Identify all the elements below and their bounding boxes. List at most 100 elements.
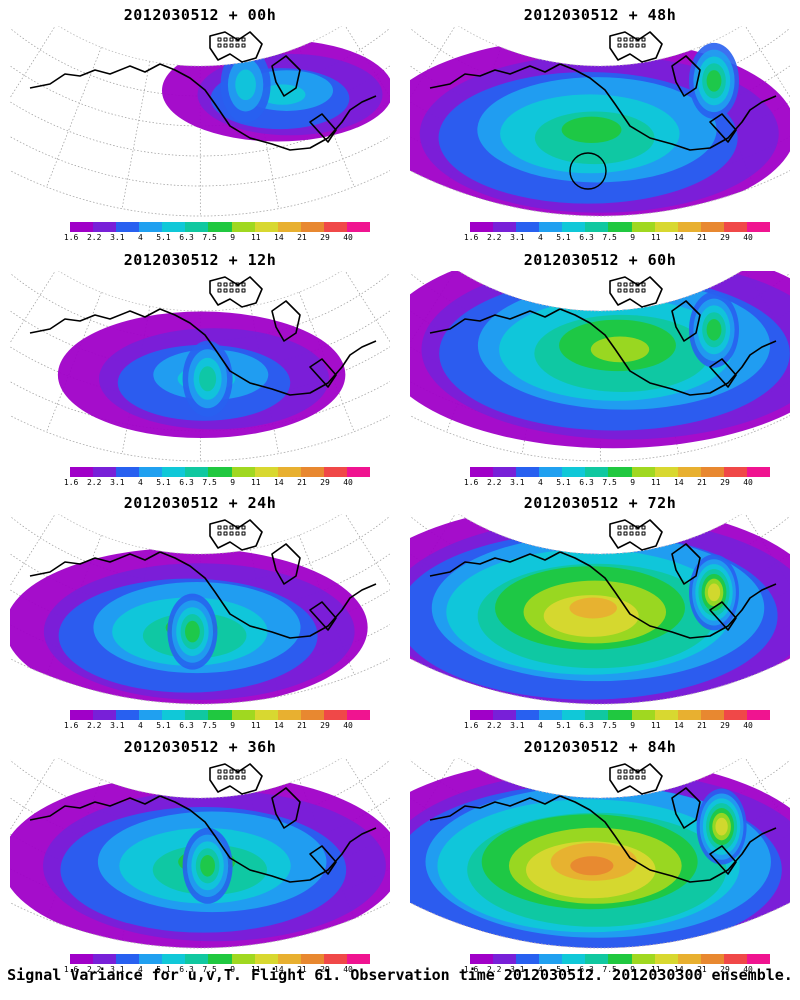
colorbar-tick-label: 2.2 bbox=[487, 233, 501, 242]
colorbar-segment bbox=[632, 954, 656, 964]
colorbar-tick-label: 21 bbox=[697, 478, 707, 487]
panel-title: 2012030512 + 48h bbox=[410, 6, 790, 24]
colorbar-segment bbox=[93, 710, 117, 720]
colorbar-segment bbox=[139, 954, 163, 964]
map-panel: 2012030512 + 00h 1.6 2.2 3.1 4 5.1 6.3 7.5 9 11 14… bbox=[10, 0, 390, 240]
colorbar-tick-label: 29 bbox=[720, 721, 730, 730]
colorbar-segment bbox=[324, 954, 348, 964]
colorbar-segment bbox=[562, 467, 586, 477]
colorbar-segment bbox=[724, 222, 748, 232]
colorbar-tick-label: 2.2 bbox=[487, 478, 501, 487]
colorbar-segment bbox=[185, 710, 209, 720]
colorbar-segment bbox=[562, 222, 586, 232]
variance-contour bbox=[569, 598, 617, 619]
colorbar-segment bbox=[185, 467, 209, 477]
variance-field bbox=[410, 271, 790, 448]
colorbar-segment bbox=[608, 467, 632, 477]
colorbar-tick-label: 29 bbox=[720, 478, 730, 487]
colorbar-segment bbox=[516, 954, 540, 964]
colorbar-tick-label: 1.6 bbox=[464, 233, 478, 242]
polar-map bbox=[410, 514, 790, 710]
panel-title: 2012030512 + 36h bbox=[10, 738, 390, 756]
colorbar-tick-label: 3.1 bbox=[510, 478, 524, 487]
variance-contour bbox=[570, 856, 613, 875]
colorbar-segment bbox=[562, 954, 586, 964]
colorbar-segment bbox=[585, 222, 609, 232]
colorbar-segment bbox=[724, 710, 748, 720]
map-panel: 2012030512 + 84h 1.6 2.2 3.1 4 5.1 6.3 7.5 9 11 14… bbox=[410, 732, 790, 972]
colorbar-tick-label: 11 bbox=[651, 478, 661, 487]
colorbar-segment bbox=[93, 222, 117, 232]
colorbar-tick-label: 11 bbox=[251, 721, 261, 730]
colorbar-segment bbox=[470, 710, 494, 720]
colorbar-segment bbox=[139, 710, 163, 720]
variance-field bbox=[410, 514, 790, 710]
colorbar-segment bbox=[162, 954, 186, 964]
colorbar-segment bbox=[747, 710, 771, 720]
colorbar-tick-label: 3.1 bbox=[510, 233, 524, 242]
colorbar-tick-label: 7.5 bbox=[202, 233, 216, 242]
colorbar-segment bbox=[747, 222, 771, 232]
colorbar-segment bbox=[678, 222, 702, 232]
polar-map bbox=[410, 758, 790, 954]
colorbar-tick-label: 7.5 bbox=[602, 233, 616, 242]
colorbar-segment bbox=[701, 954, 725, 964]
colorbar-tick-label: 21 bbox=[697, 233, 707, 242]
colorbar-segment bbox=[278, 954, 302, 964]
colorbar-tick-label: 14 bbox=[674, 233, 684, 242]
colorbar-segment bbox=[185, 222, 209, 232]
colorbar: 1.6 2.2 3.1 4 5.1 6.3 7.5 9 11 14 21 29 40 bbox=[470, 710, 770, 730]
colorbar-segment bbox=[632, 467, 656, 477]
colorbar-segment bbox=[208, 222, 232, 232]
colorbar-segment bbox=[139, 222, 163, 232]
colorbar-segment bbox=[655, 710, 679, 720]
variance-contour bbox=[185, 621, 200, 643]
colorbar-segment bbox=[747, 467, 771, 477]
colorbar-segment bbox=[632, 710, 656, 720]
colorbar-segment bbox=[678, 954, 702, 964]
colorbar-tick-label: 9 bbox=[230, 233, 235, 242]
colorbar-segment bbox=[747, 954, 771, 964]
colorbar-tick-label: 3.1 bbox=[110, 233, 124, 242]
variance-contour bbox=[200, 855, 215, 877]
colorbar-segment bbox=[701, 710, 725, 720]
colorbar-segment bbox=[347, 467, 371, 477]
colorbar-segment bbox=[347, 222, 371, 232]
colorbar-tick-label: 11 bbox=[251, 478, 261, 487]
variance-contour bbox=[235, 69, 256, 100]
colorbar-segment bbox=[516, 222, 540, 232]
panel-title: 2012030512 + 60h bbox=[410, 251, 790, 269]
colorbar-segment bbox=[539, 710, 563, 720]
colorbar-tick-label: 21 bbox=[297, 233, 307, 242]
colorbar-segment bbox=[232, 710, 256, 720]
colorbar-tick-label: 29 bbox=[320, 721, 330, 730]
colorbar-segment bbox=[493, 954, 517, 964]
colorbar-tick-label: 3.1 bbox=[110, 478, 124, 487]
colorbar-tick-label: 6.3 bbox=[579, 478, 593, 487]
colorbar-tick-label: 5.1 bbox=[556, 478, 570, 487]
colorbar-segment bbox=[701, 222, 725, 232]
colorbar-segment bbox=[324, 222, 348, 232]
colorbar-tick-label: 5.1 bbox=[556, 233, 570, 242]
colorbar-segment bbox=[724, 467, 748, 477]
colorbar-segment bbox=[232, 467, 256, 477]
colorbar-segment bbox=[255, 222, 279, 232]
colorbar: 1.6 2.2 3.1 4 5.1 6.3 7.5 9 11 14 21 29 40 bbox=[70, 467, 370, 487]
colorbar-segment bbox=[678, 467, 702, 477]
variance-field bbox=[58, 312, 346, 439]
colorbar-tick-label: 6.3 bbox=[179, 721, 193, 730]
map-panel: 2012030512 + 24h 1.6 2.2 3.1 4 5.1 6.3 7.5 9 11 14… bbox=[10, 488, 390, 728]
colorbar-segment bbox=[278, 467, 302, 477]
variance-contour bbox=[715, 818, 727, 836]
colorbar-segment bbox=[232, 954, 256, 964]
colorbar-segment bbox=[655, 467, 679, 477]
colorbar-segment bbox=[301, 710, 325, 720]
colorbar-segment bbox=[493, 710, 517, 720]
map-panel: 2012030512 + 72h 1.6 2.2 3.1 4 5.1 6.3 7.5 9 11 14… bbox=[410, 488, 790, 728]
colorbar-segment bbox=[70, 954, 94, 964]
colorbar-tick-label: 40 bbox=[343, 233, 353, 242]
colorbar-segment bbox=[255, 710, 279, 720]
colorbar-tick-label: 1.6 bbox=[64, 721, 78, 730]
colorbar-segment bbox=[539, 467, 563, 477]
colorbar-segment bbox=[232, 222, 256, 232]
